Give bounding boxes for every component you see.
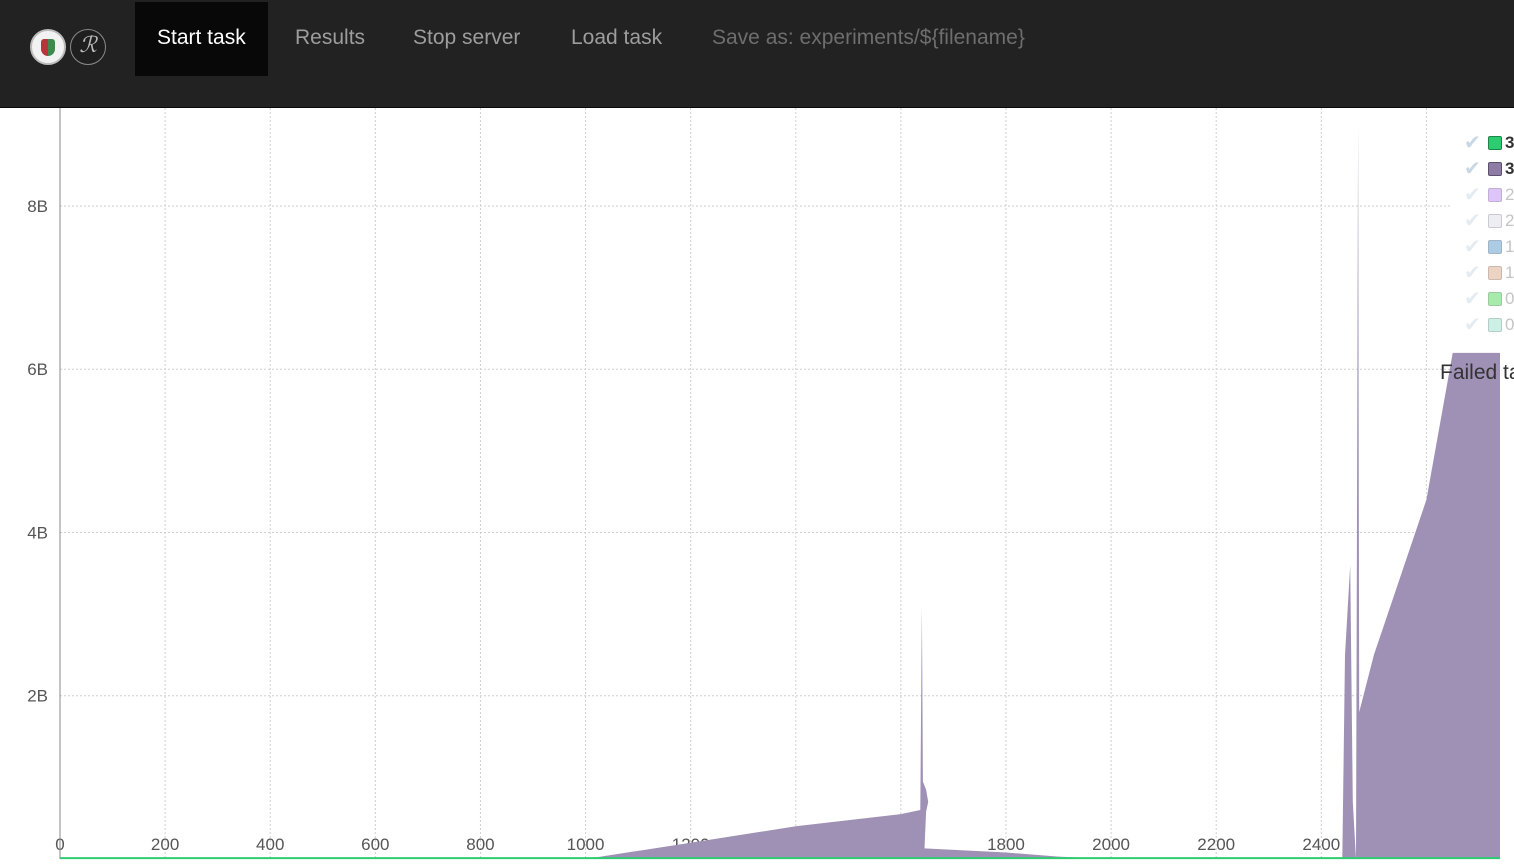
check-icon: ✔: [1464, 184, 1481, 206]
check-icon: ✔: [1464, 132, 1481, 154]
university-crest-icon: [30, 29, 66, 65]
nav-stop-server[interactable]: Stop server: [413, 26, 521, 49]
legend-item-6[interactable]: ✔ 1: [1462, 262, 1514, 284]
x-tick-label: 1000: [567, 835, 605, 854]
legend-label: 3: [1505, 133, 1514, 152]
legend-swatch: [1488, 318, 1502, 332]
nav-start-task[interactable]: Start task: [135, 2, 268, 76]
check-icon: ✔: [1464, 210, 1481, 232]
save-as-label: Save as: experiments/${filename}: [712, 26, 1025, 49]
legend-item-2[interactable]: ✔ 3: [1462, 158, 1514, 180]
legend-swatch: [1488, 240, 1502, 254]
legend-label: 1: [1505, 263, 1514, 282]
legend-swatch: [1488, 162, 1502, 176]
x-tick-label: 2200: [1197, 835, 1235, 854]
legend-swatch: [1488, 136, 1502, 150]
legend-swatch: [1488, 266, 1502, 280]
legend-item-7[interactable]: ✔ 0: [1462, 288, 1514, 310]
x-tick-label: 1800: [987, 835, 1025, 854]
nav-load-task[interactable]: Load task: [571, 26, 663, 49]
area-chart: 0200400600800100012001400160018002000220…: [27, 108, 1500, 860]
top-navbar: ℛ Start task Results Stop server Load ta…: [0, 0, 1514, 108]
legend-label: 0: [1505, 315, 1514, 334]
x-tick-label: 2400: [1302, 835, 1340, 854]
signature-logo-icon: ℛ: [70, 29, 106, 65]
legend-swatch: [1488, 292, 1502, 306]
x-tick-label: 2000: [1092, 835, 1130, 854]
legend-item-3[interactable]: ✔ 2: [1462, 184, 1514, 206]
legend-swatch: [1488, 214, 1502, 228]
legend-item-1[interactable]: ✔ 3: [1462, 132, 1514, 154]
legend-item-8[interactable]: ✔ 0: [1462, 314, 1514, 336]
legend-label: 2: [1505, 185, 1514, 204]
legend-label: 3: [1505, 159, 1514, 178]
y-tick-label: 6B: [27, 360, 48, 379]
x-tick-label: 400: [256, 835, 284, 854]
check-icon: ✔: [1464, 288, 1481, 310]
check-icon: ✔: [1464, 314, 1481, 336]
series-area-1: [585, 124, 1500, 860]
check-icon: ✔: [1464, 236, 1481, 258]
legend-swatch: [1488, 188, 1502, 202]
legend-label: 0: [1505, 289, 1514, 308]
x-tick-label: 600: [361, 835, 389, 854]
failed-tasks-text: Failed ta: [1440, 361, 1514, 384]
x-tick-label: 200: [151, 835, 179, 854]
y-tick-label: 2B: [27, 687, 48, 706]
check-icon: ✔: [1464, 158, 1481, 180]
y-tick-label: 8B: [27, 197, 48, 216]
legend-item-5[interactable]: ✔ 1: [1462, 236, 1514, 258]
legend-label: 2: [1505, 211, 1514, 230]
nav-results[interactable]: Results: [295, 26, 366, 49]
chart-area: 0200400600800100012001400160018002000220…: [0, 108, 1514, 868]
brand-logos[interactable]: ℛ: [28, 27, 108, 69]
check-icon: ✔: [1464, 262, 1481, 284]
legend-label: 1: [1505, 237, 1514, 256]
x-tick-label: 800: [466, 835, 494, 854]
y-tick-label: 4B: [27, 523, 48, 542]
legend-item-4[interactable]: ✔ 2: [1462, 210, 1514, 232]
